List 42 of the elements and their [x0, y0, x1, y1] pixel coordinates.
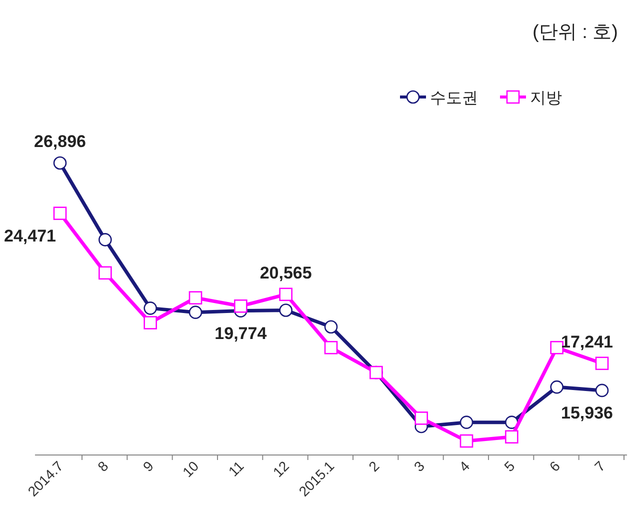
legend-label: 수도권: [430, 90, 478, 107]
x-tick-label: 5: [500, 458, 518, 475]
point: [188, 291, 202, 304]
x-tick-label: 8: [94, 458, 112, 475]
point: [460, 416, 474, 429]
x-tick-label: 6: [546, 458, 564, 475]
point: [98, 266, 112, 280]
point: [595, 384, 609, 398]
x-tick-label: 7: [591, 458, 608, 475]
data-label: 17,241: [561, 332, 613, 352]
point: [324, 320, 338, 334]
point: [460, 434, 474, 448]
legend-label: 지방: [530, 90, 562, 107]
point: [279, 288, 292, 302]
point: [144, 316, 157, 330]
point: [550, 380, 564, 394]
x-tick-label: 10: [179, 458, 202, 480]
text: (단위 : 호): [532, 22, 618, 43]
x-tick-label: 2: [365, 458, 382, 475]
x-tick-label: 11: [225, 458, 247, 480]
point: [505, 416, 518, 429]
point: [414, 412, 428, 425]
point: [324, 340, 338, 354]
x-tick-label: 9: [140, 458, 157, 475]
point: [550, 340, 564, 354]
point: [188, 306, 202, 319]
point: [98, 233, 112, 246]
point: [144, 302, 157, 315]
x-tick-label: 4: [456, 458, 473, 475]
data-label: 15,936: [561, 403, 613, 422]
point: [234, 299, 248, 313]
data-label: 26,896: [34, 132, 86, 151]
point: [53, 156, 67, 170]
data-label: 20,565: [260, 263, 312, 282]
x-tick-label: 3: [410, 458, 428, 475]
point: [53, 206, 67, 220]
data-label: 24,471: [4, 226, 56, 246]
point: [505, 430, 518, 444]
x-tick-label: 12: [270, 458, 292, 480]
data-label: 19,774: [214, 324, 268, 343]
point: [595, 356, 609, 370]
point: [279, 304, 292, 317]
